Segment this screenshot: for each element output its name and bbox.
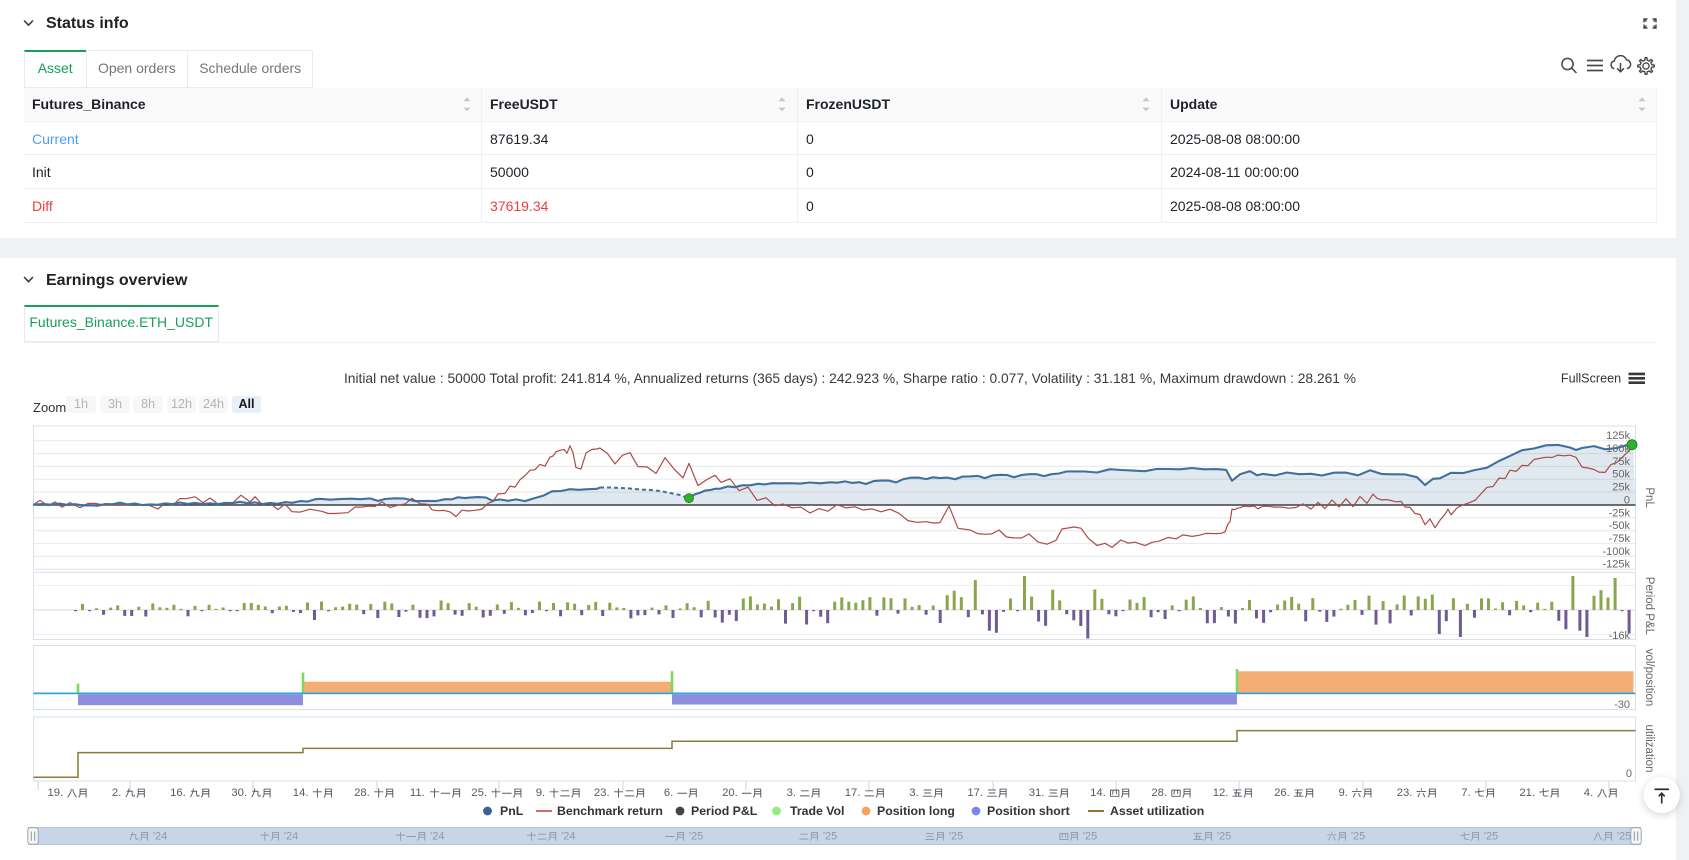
svg-text:14.: 14.: [293, 787, 312, 799]
svg-text:20.: 20.: [722, 787, 741, 799]
svg-text:'25: '25: [946, 830, 963, 842]
svg-text:2.: 2.: [112, 787, 125, 799]
svg-text:utilization: utilization: [1643, 725, 1655, 773]
svg-text:7.: 7.: [1461, 787, 1474, 799]
svg-text:-30: -30: [1614, 699, 1630, 711]
svg-text:'24: '24: [281, 830, 298, 842]
svg-text:21.: 21.: [1519, 787, 1538, 799]
svg-text:17.: 17.: [845, 787, 864, 799]
svg-text:-75k: -75k: [1609, 533, 1631, 545]
svg-text:50k: 50k: [1612, 469, 1630, 481]
svg-text:4.: 4.: [1584, 787, 1597, 799]
svg-text:FullScreen: FullScreen: [1561, 372, 1621, 386]
svg-text:-16k: -16k: [1609, 630, 1631, 642]
svg-text:14.: 14.: [1090, 787, 1109, 799]
svg-text:Period P&L: Period P&L: [691, 804, 758, 818]
svg-text:Asset utilization: Asset utilization: [1110, 804, 1204, 818]
svg-text:-100k: -100k: [1602, 546, 1630, 558]
svg-text:vol/position: vol/position: [1643, 649, 1655, 707]
svg-text:3.: 3.: [909, 787, 922, 799]
svg-text:Trade Vol: Trade Vol: [790, 804, 844, 818]
svg-text:'25: '25: [1214, 830, 1231, 842]
svg-text:-125k: -125k: [1602, 559, 1630, 571]
svg-text:PnL: PnL: [500, 804, 524, 818]
svg-text:6.: 6.: [664, 787, 677, 799]
svg-text:-50k: -50k: [1609, 520, 1631, 532]
svg-text:100k: 100k: [1606, 443, 1630, 455]
svg-text:26.: 26.: [1274, 787, 1293, 799]
svg-text:'24: '24: [558, 830, 575, 842]
svg-text:28.: 28.: [354, 787, 373, 799]
svg-text:9.: 9.: [536, 787, 549, 799]
svg-text:'25: '25: [820, 830, 837, 842]
svg-text:'25: '25: [1614, 830, 1631, 842]
svg-text:'25: '25: [1348, 830, 1365, 842]
svg-text:17.: 17.: [967, 787, 986, 799]
svg-text:'25: '25: [1080, 830, 1097, 842]
svg-text:0: 0: [1626, 768, 1632, 780]
svg-text:31.: 31.: [1029, 787, 1048, 799]
svg-text:PnL: PnL: [1643, 487, 1655, 508]
svg-text:12.: 12.: [1213, 787, 1232, 799]
svg-text:25.: 25.: [471, 787, 490, 799]
svg-text:16.: 16.: [170, 787, 189, 799]
svg-text:9.: 9.: [1339, 787, 1352, 799]
svg-text:25k: 25k: [1612, 482, 1630, 494]
svg-text:28.: 28.: [1151, 787, 1170, 799]
svg-text:Position long: Position long: [877, 804, 955, 818]
svg-text:23.: 23.: [1397, 787, 1416, 799]
svg-text:'25: '25: [686, 830, 703, 842]
svg-text:11.: 11.: [410, 787, 428, 799]
svg-text:3.: 3.: [787, 787, 800, 799]
svg-text:75k: 75k: [1612, 456, 1630, 468]
svg-text:0: 0: [1624, 494, 1630, 506]
svg-text:Benchmark return: Benchmark return: [557, 804, 663, 818]
svg-text:Position short: Position short: [987, 804, 1070, 818]
svg-text:'25: '25: [1481, 830, 1498, 842]
svg-text:30.: 30.: [231, 787, 250, 799]
svg-text:19.: 19.: [48, 787, 67, 799]
svg-text:Period P&L: Period P&L: [1643, 577, 1655, 636]
svg-text:23.: 23.: [594, 787, 613, 799]
svg-text:'24: '24: [150, 830, 167, 842]
svg-text:125k: 125k: [1606, 430, 1630, 442]
svg-text:-25k: -25k: [1609, 507, 1631, 519]
svg-text:'24: '24: [427, 830, 444, 842]
